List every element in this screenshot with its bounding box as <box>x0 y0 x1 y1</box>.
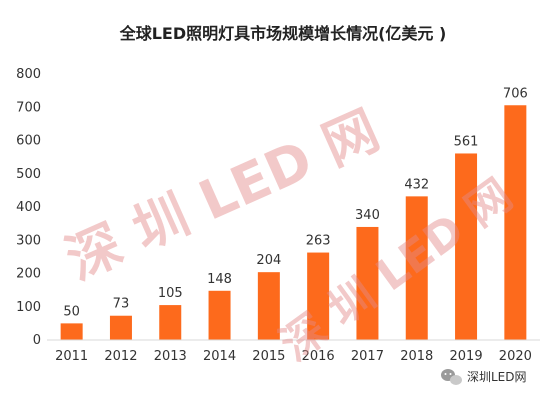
x-tick-label: 2011 <box>55 349 88 364</box>
bar <box>60 323 83 340</box>
data-label: 105 <box>158 286 183 301</box>
y-tick-label: 800 <box>16 67 41 82</box>
data-label: 73 <box>113 297 130 312</box>
data-label: 204 <box>256 253 281 268</box>
x-tick-label: 2019 <box>450 349 483 364</box>
watermark-text-1: 深 圳 LED 网 <box>57 98 388 292</box>
data-labels: 50 73 105 148 204 263 340 432 561 706 <box>63 86 527 319</box>
y-tick-label: 0 <box>33 333 41 348</box>
bar <box>504 105 527 340</box>
data-label: 340 <box>355 208 380 223</box>
bars <box>60 105 527 340</box>
y-tick-label: 200 <box>16 267 41 282</box>
x-tick-label: 2018 <box>400 349 433 364</box>
bar <box>208 290 231 340</box>
x-tick-label: 2014 <box>203 349 236 364</box>
x-axis: 2011 2012 2013 2014 2015 2016 2017 2018 2019 2020 <box>47 339 540 364</box>
y-tick-label: 100 <box>16 300 41 315</box>
bar <box>455 153 478 340</box>
bar <box>159 305 182 340</box>
bar <box>109 315 132 340</box>
data-label: 561 <box>454 134 479 149</box>
x-tick-label: 2013 <box>154 349 187 364</box>
y-tick-label: 400 <box>16 200 41 215</box>
y-tick-label: 700 <box>16 100 41 115</box>
data-label: 148 <box>207 272 232 287</box>
bar <box>405 196 428 340</box>
bar <box>307 252 330 340</box>
wechat-icon <box>441 369 462 385</box>
y-tick-label: 600 <box>16 134 41 149</box>
y-axis: 0 100 200 300 400 500 600 700 800 <box>16 67 41 348</box>
bar <box>356 226 379 340</box>
data-label: 50 <box>63 304 80 319</box>
data-label: 432 <box>404 177 429 192</box>
x-tick-label: 2012 <box>104 349 137 364</box>
y-tick-label: 500 <box>16 167 41 182</box>
brand-mark: 深圳LED网 <box>441 369 527 385</box>
y-tick-label: 300 <box>16 233 41 248</box>
bar <box>257 272 280 340</box>
data-label: 263 <box>306 234 331 249</box>
x-tick-label: 2017 <box>351 349 384 364</box>
chart-title: 全球LED照明灯具市场规模增长情况(亿美元 ) <box>119 24 447 43</box>
x-tick-label: 2020 <box>499 349 532 364</box>
brand-label: 深圳LED网 <box>467 370 527 384</box>
data-label: 706 <box>503 86 528 101</box>
x-tick-label: 2015 <box>252 349 285 364</box>
x-tick-label: 2016 <box>302 349 335 364</box>
